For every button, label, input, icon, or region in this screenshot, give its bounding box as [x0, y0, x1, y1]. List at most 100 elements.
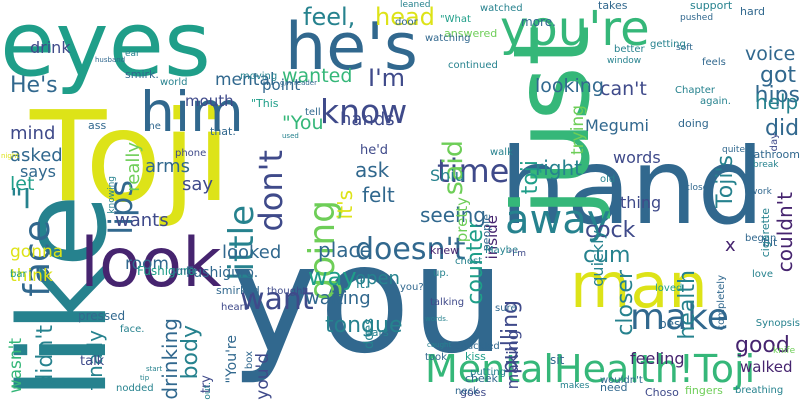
- word-point: point: [262, 76, 301, 94]
- word-hips: hips: [754, 83, 800, 108]
- word-answered: answered: [444, 27, 498, 40]
- word-again: again.: [700, 96, 731, 107]
- word-better: better: [614, 44, 645, 55]
- word-words: words: [613, 148, 661, 167]
- word-tongue: tongue: [325, 313, 403, 338]
- word-knowing: knowing: [107, 176, 117, 214]
- word-putting: putting: [470, 367, 506, 378]
- word-cheek: cheek: [465, 372, 498, 385]
- word-ass: ass: [88, 119, 107, 132]
- word-doing: doing: [678, 117, 709, 130]
- word-wouldn-t: wouldn't: [600, 375, 643, 386]
- word-say: say: [182, 174, 214, 195]
- word-husband: husband: [95, 56, 126, 64]
- word-you-re: you're: [500, 1, 650, 57]
- word-thought: thought: [267, 286, 307, 297]
- word-fushiguro: Fushiguro.: [186, 265, 259, 281]
- word-takes: takes: [598, 0, 628, 12]
- word-ears: ears: [365, 326, 389, 339]
- word-looked: looked: [222, 242, 282, 263]
- word-i-m: "I'm: [508, 249, 527, 259]
- word-right: right: [535, 156, 582, 180]
- word-sure: sure: [495, 303, 517, 314]
- word-bathroom: bathroom: [746, 148, 800, 161]
- word-this: "This: [251, 97, 279, 110]
- word-man: man: [570, 249, 708, 322]
- word-says: says: [20, 162, 56, 181]
- word-neck: neck: [455, 386, 479, 397]
- word-wanted: wanted: [282, 65, 353, 87]
- word-seeing: seeing: [420, 203, 486, 227]
- word-used: used: [282, 132, 299, 140]
- word-hard: hard: [740, 5, 766, 18]
- word-more: more.: [521, 15, 556, 29]
- word-you: you?: [400, 282, 424, 293]
- word-chapter: Chapter: [675, 85, 715, 96]
- word-looking: looking: [535, 75, 604, 97]
- word-words: words.: [425, 315, 449, 323]
- word-i: "I: [10, 182, 32, 215]
- word-did: did: [765, 116, 800, 141]
- word-love: love: [752, 269, 773, 280]
- word-kiss: kiss: [465, 350, 486, 363]
- word-it-s: it's: [333, 190, 357, 220]
- word-he-d: he'd: [360, 143, 389, 158]
- word-took: took: [425, 352, 447, 363]
- word-can-t: can't: [600, 78, 647, 100]
- word-loved: loved: [655, 283, 683, 294]
- word-waiting: waiting: [305, 288, 371, 309]
- word-box: box: [244, 351, 255, 370]
- word-ear: ear: [125, 49, 140, 59]
- word-synopsis: Synopsis: [755, 318, 800, 329]
- word-good: good: [735, 333, 790, 358]
- word-mind: mind: [10, 123, 56, 144]
- word-knife: knife: [773, 346, 796, 356]
- word-mentalhealth-toji: MentalHealth!Toji: [425, 347, 756, 391]
- word-began: began: [745, 233, 777, 244]
- word-want: want: [240, 282, 314, 317]
- word-sit: sit: [550, 353, 565, 367]
- word-wasn-t: wasn't: [6, 338, 26, 394]
- word-mental: mental: [215, 70, 275, 90]
- word-maybe: Maybe: [485, 245, 519, 256]
- word-you: "You: [282, 112, 324, 134]
- word-he-s: He's: [10, 73, 58, 98]
- word-face: face.: [120, 324, 145, 335]
- word-toji: Toji: [30, 85, 232, 230]
- word-away: away: [505, 197, 611, 243]
- word-don-t: don't: [252, 150, 290, 232]
- word-place: place: [318, 238, 372, 262]
- word-door: door: [395, 17, 418, 28]
- word-need: need: [600, 381, 628, 394]
- word-drinking: drinking: [158, 318, 182, 400]
- word-megumi: Megumi: [585, 116, 649, 135]
- word-soft: soft: [676, 43, 693, 53]
- word-letting: letting: [50, 379, 73, 387]
- word-that: that.: [210, 125, 236, 138]
- word-pushed: pushed: [680, 13, 714, 23]
- word-tell: tell: [305, 107, 321, 118]
- word-heart: heart: [221, 302, 248, 313]
- word-thing: thing: [620, 193, 662, 212]
- word-you: you: [230, 213, 506, 387]
- word-start: start: [146, 365, 163, 373]
- word-nodded: nodded: [116, 383, 154, 394]
- word-choso: Choso: [645, 386, 679, 399]
- word-watching: watching: [425, 33, 471, 44]
- word-makes: makes: [560, 381, 590, 391]
- word-cum: cum: [583, 243, 631, 268]
- word-tip: tip: [140, 374, 150, 382]
- word-gonna: gonna: [10, 242, 64, 262]
- word-let: let: [10, 173, 35, 195]
- word-chuckled: chuckled: [455, 341, 500, 352]
- word-old: old: [600, 174, 616, 185]
- word-getting: getting: [650, 39, 686, 50]
- word-feels: feels: [702, 57, 726, 68]
- word-fingers: fingers: [685, 384, 723, 397]
- word-work: work: [750, 187, 772, 197]
- word-couldn-t: couldn't: [773, 192, 797, 273]
- word-feel: feel,: [303, 3, 356, 31]
- word-chest: chest: [455, 256, 483, 267]
- word-world: world: [160, 77, 188, 88]
- word-talking: talking: [430, 297, 465, 308]
